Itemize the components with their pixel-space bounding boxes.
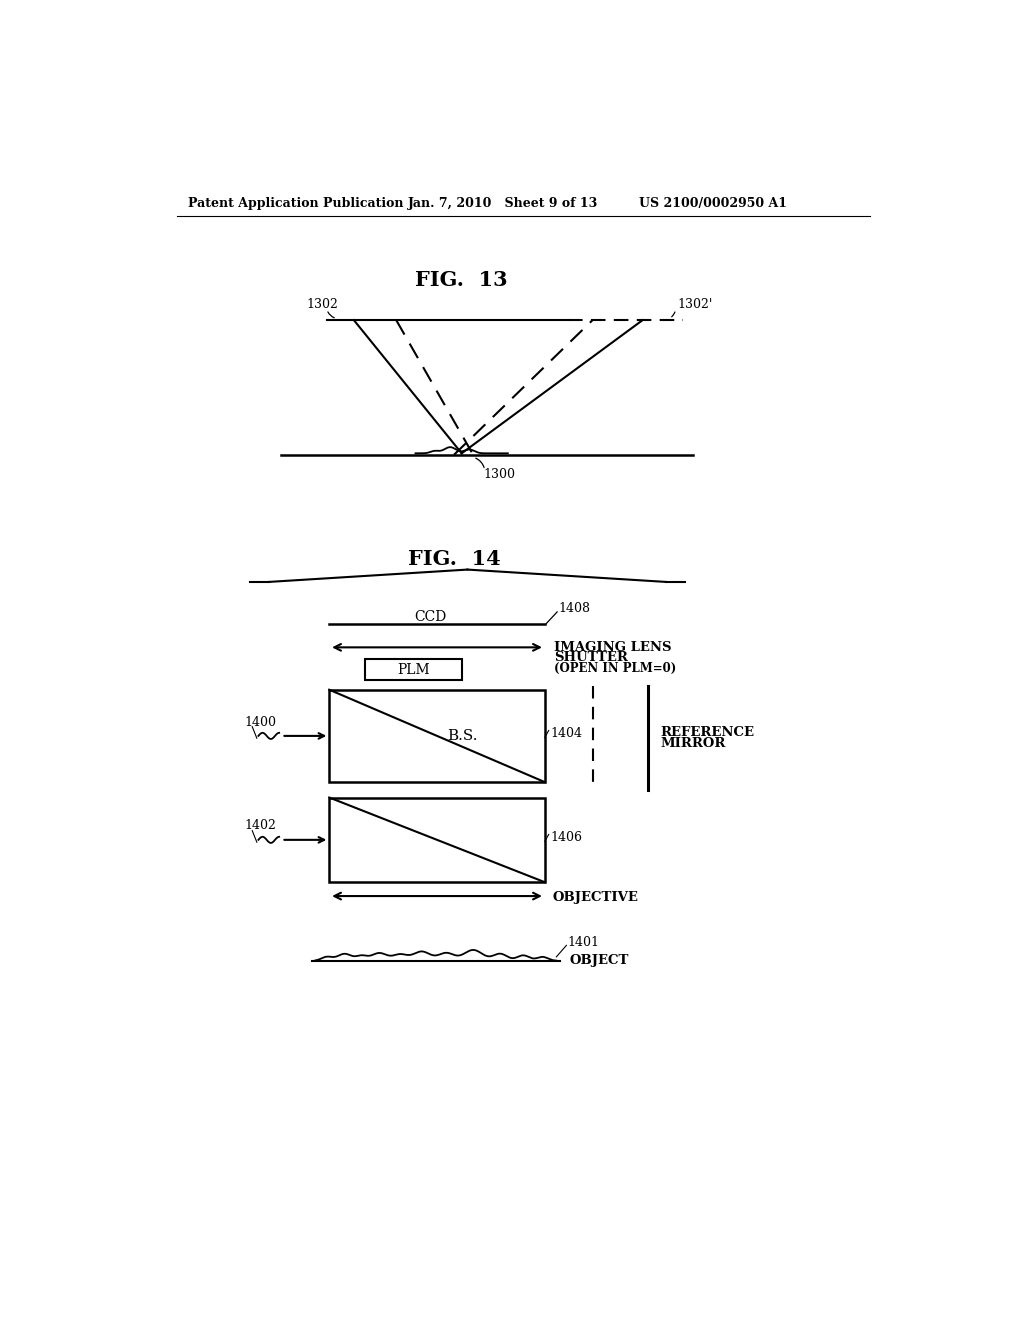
Text: 1302: 1302 bbox=[306, 298, 338, 312]
Text: US 2100/0002950 A1: US 2100/0002950 A1 bbox=[639, 197, 786, 210]
Text: OBJECTIVE: OBJECTIVE bbox=[553, 891, 638, 904]
Text: Patent Application Publication: Patent Application Publication bbox=[188, 197, 403, 210]
Text: 1406: 1406 bbox=[550, 832, 583, 843]
Text: OBJECT: OBJECT bbox=[569, 954, 629, 968]
Text: FIG.  14: FIG. 14 bbox=[408, 549, 501, 569]
Text: 1402: 1402 bbox=[245, 820, 276, 833]
Text: CCD: CCD bbox=[415, 610, 447, 624]
Text: 1400: 1400 bbox=[245, 715, 276, 729]
Text: (OPEN IN PLM=0): (OPEN IN PLM=0) bbox=[554, 663, 676, 676]
Bar bbox=[330, 797, 545, 882]
Text: B.S.: B.S. bbox=[447, 729, 478, 743]
Text: MIRROR: MIRROR bbox=[660, 737, 726, 750]
Text: 1401: 1401 bbox=[568, 936, 600, 949]
Text: REFERENCE: REFERENCE bbox=[660, 726, 755, 739]
Text: 1408: 1408 bbox=[559, 602, 591, 615]
Text: FIG.  13: FIG. 13 bbox=[416, 271, 508, 290]
Text: 1404: 1404 bbox=[550, 727, 583, 741]
Bar bbox=[330, 690, 545, 781]
Bar bbox=[366, 659, 462, 681]
Text: PLM: PLM bbox=[397, 663, 430, 677]
Text: Jan. 7, 2010   Sheet 9 of 13: Jan. 7, 2010 Sheet 9 of 13 bbox=[408, 197, 598, 210]
Text: SHUTTER: SHUTTER bbox=[554, 651, 628, 664]
Text: 1302': 1302' bbox=[677, 298, 713, 312]
Text: IMAGING LENS: IMAGING LENS bbox=[554, 640, 672, 653]
Text: 1300: 1300 bbox=[483, 467, 515, 480]
